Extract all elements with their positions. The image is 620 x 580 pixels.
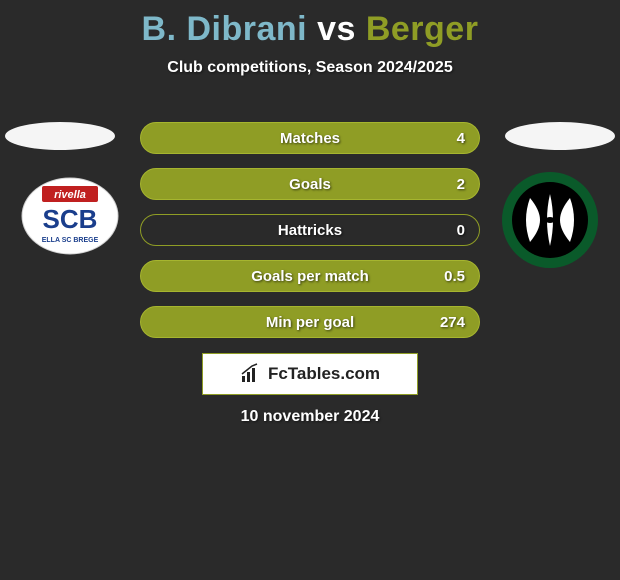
player-b-avatar-placeholder xyxy=(505,122,615,150)
stat-value: 274 xyxy=(440,314,465,331)
stat-label: Hattricks xyxy=(278,222,342,239)
subtitle: Club competitions, Season 2024/2025 xyxy=(0,59,620,77)
date-text: 10 november 2024 xyxy=(0,408,620,426)
stat-row-gpm: Goals per match 0.5 xyxy=(140,260,480,292)
player-a-name: B. Dibrani xyxy=(142,10,308,48)
stat-label: Min per goal xyxy=(266,314,354,331)
logo-main-text: SCB xyxy=(43,204,98,234)
vs-text: vs xyxy=(317,10,356,48)
club-logo-right xyxy=(500,170,600,270)
page-title: B. Dibrani vs Berger xyxy=(0,0,620,49)
brand-text: FcTables.com xyxy=(268,364,380,384)
chart-icon xyxy=(240,363,262,385)
stats-container: Matches 4 Goals 2 Hattricks 0 Goals per … xyxy=(140,122,480,352)
stat-value: 2 xyxy=(457,176,465,193)
stat-row-goals: Goals 2 xyxy=(140,168,480,200)
player-b-name: Berger xyxy=(366,10,479,48)
stat-row-mpg: Min per goal 274 xyxy=(140,306,480,338)
scb-logo-svg: rivella SCB ELLA SC BREGE xyxy=(20,176,120,256)
logo-sub-text: ELLA SC BREGE xyxy=(42,237,99,244)
stat-row-hattricks: Hattricks 0 xyxy=(140,214,480,246)
stat-label: Goals per match xyxy=(251,268,369,285)
stat-value: 0.5 xyxy=(444,268,465,285)
logo-banner-text: rivella xyxy=(54,189,86,201)
stat-value: 0 xyxy=(457,222,465,239)
svried-logo-svg xyxy=(500,170,600,270)
club-logo-left: rivella SCB ELLA SC BREGE xyxy=(20,176,120,256)
stat-label: Matches xyxy=(280,130,340,147)
brand-box[interactable]: FcTables.com xyxy=(202,353,418,395)
player-a-avatar-placeholder xyxy=(5,122,115,150)
stat-label: Goals xyxy=(289,176,331,193)
stat-value: 4 xyxy=(457,130,465,147)
stat-row-matches: Matches 4 xyxy=(140,122,480,154)
